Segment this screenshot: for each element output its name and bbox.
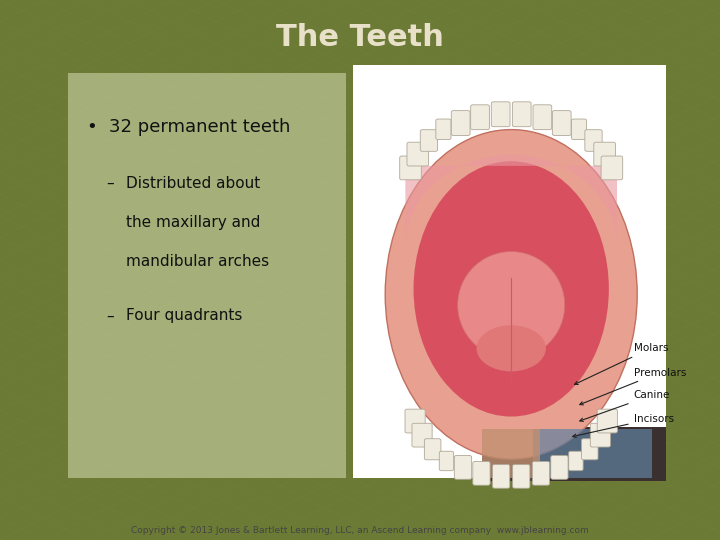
Text: Four quadrants: Four quadrants bbox=[126, 308, 243, 323]
Text: –: – bbox=[107, 308, 114, 323]
FancyBboxPatch shape bbox=[582, 438, 598, 460]
FancyBboxPatch shape bbox=[533, 105, 552, 130]
FancyBboxPatch shape bbox=[473, 462, 490, 485]
Text: mandibular arches: mandibular arches bbox=[126, 254, 269, 269]
FancyBboxPatch shape bbox=[454, 456, 472, 480]
Ellipse shape bbox=[413, 161, 609, 416]
Text: Incisors: Incisors bbox=[572, 414, 674, 437]
FancyBboxPatch shape bbox=[551, 456, 568, 480]
FancyBboxPatch shape bbox=[569, 451, 583, 471]
FancyBboxPatch shape bbox=[594, 142, 616, 166]
Ellipse shape bbox=[385, 130, 637, 459]
Text: Distributed about: Distributed about bbox=[126, 176, 260, 191]
Text: The Teeth: The Teeth bbox=[276, 23, 444, 52]
Text: –: – bbox=[107, 176, 114, 191]
Text: Molars: Molars bbox=[575, 343, 668, 384]
FancyBboxPatch shape bbox=[68, 73, 346, 478]
Text: •: • bbox=[86, 118, 97, 136]
FancyBboxPatch shape bbox=[532, 462, 549, 485]
FancyBboxPatch shape bbox=[585, 130, 602, 151]
FancyBboxPatch shape bbox=[471, 105, 490, 130]
FancyBboxPatch shape bbox=[420, 130, 438, 151]
Ellipse shape bbox=[477, 325, 546, 372]
FancyBboxPatch shape bbox=[436, 119, 451, 139]
FancyBboxPatch shape bbox=[492, 464, 510, 488]
FancyBboxPatch shape bbox=[552, 111, 571, 136]
FancyBboxPatch shape bbox=[439, 451, 454, 471]
FancyBboxPatch shape bbox=[407, 142, 428, 166]
FancyBboxPatch shape bbox=[482, 429, 540, 478]
FancyBboxPatch shape bbox=[353, 65, 666, 478]
FancyBboxPatch shape bbox=[482, 427, 666, 481]
Text: Copyright © 2013 Jones & Bartlett Learning, LLC, an Ascend Learning company  www: Copyright © 2013 Jones & Bartlett Learni… bbox=[131, 526, 589, 535]
Text: the maxillary and: the maxillary and bbox=[126, 215, 261, 230]
FancyBboxPatch shape bbox=[491, 102, 510, 127]
FancyBboxPatch shape bbox=[597, 409, 617, 433]
Text: Premolars: Premolars bbox=[580, 368, 686, 405]
Text: Canine: Canine bbox=[580, 390, 670, 421]
FancyBboxPatch shape bbox=[412, 423, 432, 447]
FancyBboxPatch shape bbox=[513, 102, 531, 127]
FancyBboxPatch shape bbox=[590, 423, 611, 447]
Ellipse shape bbox=[458, 252, 564, 359]
FancyBboxPatch shape bbox=[451, 111, 470, 136]
FancyBboxPatch shape bbox=[513, 464, 530, 488]
FancyBboxPatch shape bbox=[601, 156, 623, 180]
FancyBboxPatch shape bbox=[572, 119, 587, 139]
Text: 32 permanent teeth: 32 permanent teeth bbox=[109, 118, 291, 136]
FancyBboxPatch shape bbox=[533, 429, 652, 478]
FancyBboxPatch shape bbox=[424, 438, 441, 460]
FancyBboxPatch shape bbox=[405, 409, 426, 433]
FancyBboxPatch shape bbox=[400, 156, 421, 180]
